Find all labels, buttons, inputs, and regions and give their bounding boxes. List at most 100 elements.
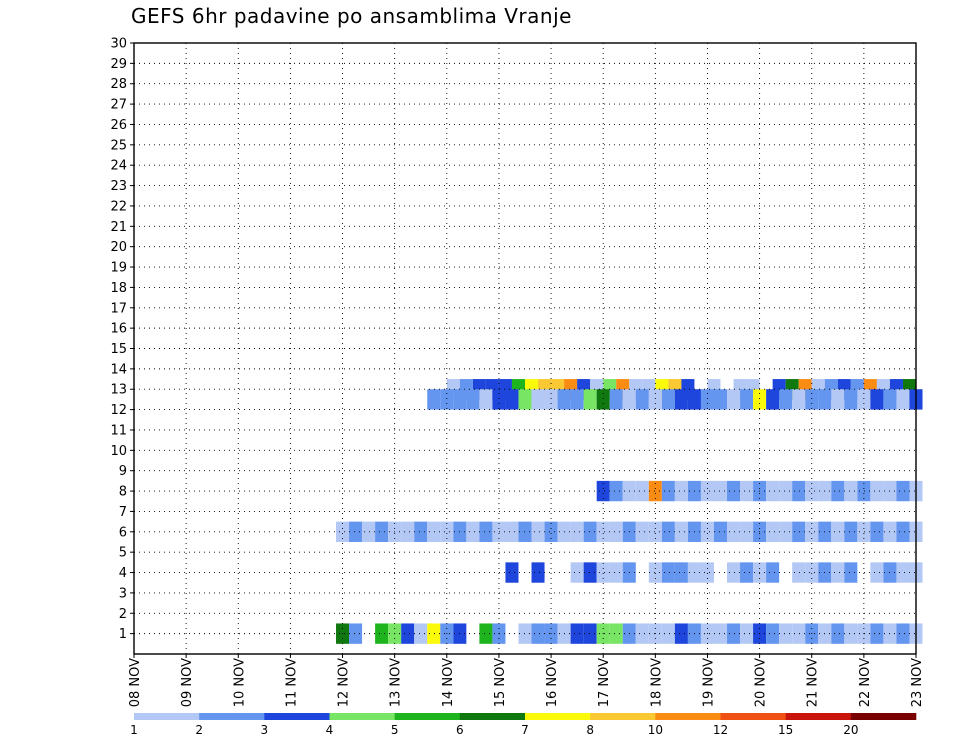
heatmap-cell <box>492 389 506 410</box>
heatmap-cell <box>818 389 832 410</box>
heatmap-cell <box>792 623 806 644</box>
heatmap-cell <box>870 521 884 542</box>
heatmap-cell <box>740 623 754 644</box>
heatmap-cell <box>596 562 610 583</box>
heatmap-cell <box>766 480 780 502</box>
heatmap-cell <box>635 480 649 502</box>
heatmap-cell <box>792 389 806 410</box>
heatmap-cell <box>870 480 884 502</box>
heatmap-cell <box>479 521 493 542</box>
heatmap-cell <box>583 623 597 644</box>
x-tick-label: 21 NOV <box>806 658 821 707</box>
y-tick-label: 27 <box>110 98 127 113</box>
heatmap-cell <box>727 480 741 502</box>
colorbar-swatch <box>590 713 656 720</box>
colorbar-swatch <box>394 713 461 720</box>
x-tick-label: 11 NOV <box>284 658 299 707</box>
y-tick-label: 10 <box>110 444 127 459</box>
heatmap-cell <box>727 562 741 583</box>
heatmap-cell <box>414 623 428 644</box>
x-tick-label: 20 NOV <box>754 658 769 707</box>
heatmap-cell <box>766 521 780 542</box>
heatmap-cell <box>727 521 741 542</box>
colorbar-swatch <box>655 713 721 720</box>
heatmap-cell <box>674 623 688 644</box>
heatmap-cell <box>674 389 688 410</box>
x-tick-label: 13 NOV <box>389 658 404 707</box>
heatmap-cell <box>466 389 480 410</box>
heatmap-cell <box>622 389 636 410</box>
heatmap-cell <box>896 480 910 502</box>
y-tick-label: 14 <box>110 362 127 377</box>
heatmap-cell <box>661 521 675 542</box>
heatmap-cell <box>844 623 858 644</box>
heatmap-cell <box>831 562 845 583</box>
colorbar-label: 2 <box>195 723 203 737</box>
heatmap-cell <box>349 623 363 644</box>
heatmap-cell <box>753 389 767 410</box>
heatmap-cell <box>648 389 662 410</box>
heatmap-cell <box>713 389 728 410</box>
x-axis-ticks: 08 NOV 09 NOV 10 NOV 11 NOV 12 NOV 13 NOV 14 N… <box>128 654 925 707</box>
heatmap-cell <box>505 521 519 542</box>
y-tick-label: 20 <box>110 240 127 255</box>
x-tick-label: 17 NOV <box>597 658 612 707</box>
heatmap-cell <box>505 562 519 583</box>
colorbar-label: 10 <box>648 723 663 737</box>
heatmap-cell <box>531 623 545 644</box>
y-tick-label: 28 <box>110 77 127 92</box>
y-tick-label: 5 <box>119 546 127 561</box>
heatmap-cell <box>779 521 793 542</box>
heatmap-cell <box>700 521 714 542</box>
heatmap-cell <box>766 623 780 644</box>
y-tick-label: 23 <box>110 179 127 194</box>
colorbar-label: 8 <box>586 723 594 737</box>
heatmap-cell <box>635 521 649 542</box>
heatmap-cell <box>779 389 793 410</box>
heatmap-cell <box>362 521 376 542</box>
heatmap-cell <box>713 480 728 502</box>
heatmap-cell <box>713 521 728 542</box>
heatmap-cell <box>844 389 858 410</box>
heatmap-cell <box>427 521 441 542</box>
colorbar-swatch <box>785 713 852 720</box>
heatmap-cell <box>609 521 623 542</box>
heatmap-cell <box>609 389 623 410</box>
heatmap-cell <box>700 562 714 583</box>
heatmap-cell <box>492 521 506 542</box>
colorbar-label: 7 <box>521 723 529 737</box>
heatmap-cell <box>570 562 584 583</box>
heatmap-cell <box>583 389 597 410</box>
x-tick-label: 14 NOV <box>441 658 456 707</box>
heatmap-cell <box>583 562 597 583</box>
heatmap-cell <box>857 480 871 502</box>
heatmap-cell <box>896 562 910 583</box>
heatmap-cell <box>831 389 845 410</box>
heatmap-cell <box>857 389 871 410</box>
heatmap-cell <box>792 562 806 583</box>
x-tick-label: 18 NOV <box>649 658 664 707</box>
heatmap-cell <box>870 623 884 644</box>
heatmap-cell <box>674 562 688 583</box>
colorbar-legend: 1 2 3 4 5 6 7 8 10 12 15 20 <box>130 713 917 737</box>
heatmap-cell <box>687 389 701 410</box>
heatmap-cell <box>844 562 858 583</box>
heatmap-cell <box>635 623 649 644</box>
heatmap-cell <box>805 480 819 502</box>
heatmap-cell <box>831 480 845 502</box>
x-tick-label: 12 NOV <box>337 658 352 707</box>
heatmap-cell <box>427 389 441 410</box>
heatmap-cell <box>844 480 858 502</box>
y-tick-label: 19 <box>110 261 127 276</box>
colorbar-label: 6 <box>456 723 464 737</box>
heatmap-cell <box>857 521 871 542</box>
heatmap-cell <box>401 623 415 644</box>
heatmap-cell <box>518 389 532 410</box>
heatmap-cell <box>544 389 558 410</box>
heatmap-cell <box>570 623 584 644</box>
heatmap-cell <box>740 521 754 542</box>
heatmap-cell <box>661 623 675 644</box>
heatmap-cell <box>661 562 675 583</box>
x-tick-label: 23 NOV <box>910 658 925 707</box>
heatmap-cell <box>805 389 819 410</box>
